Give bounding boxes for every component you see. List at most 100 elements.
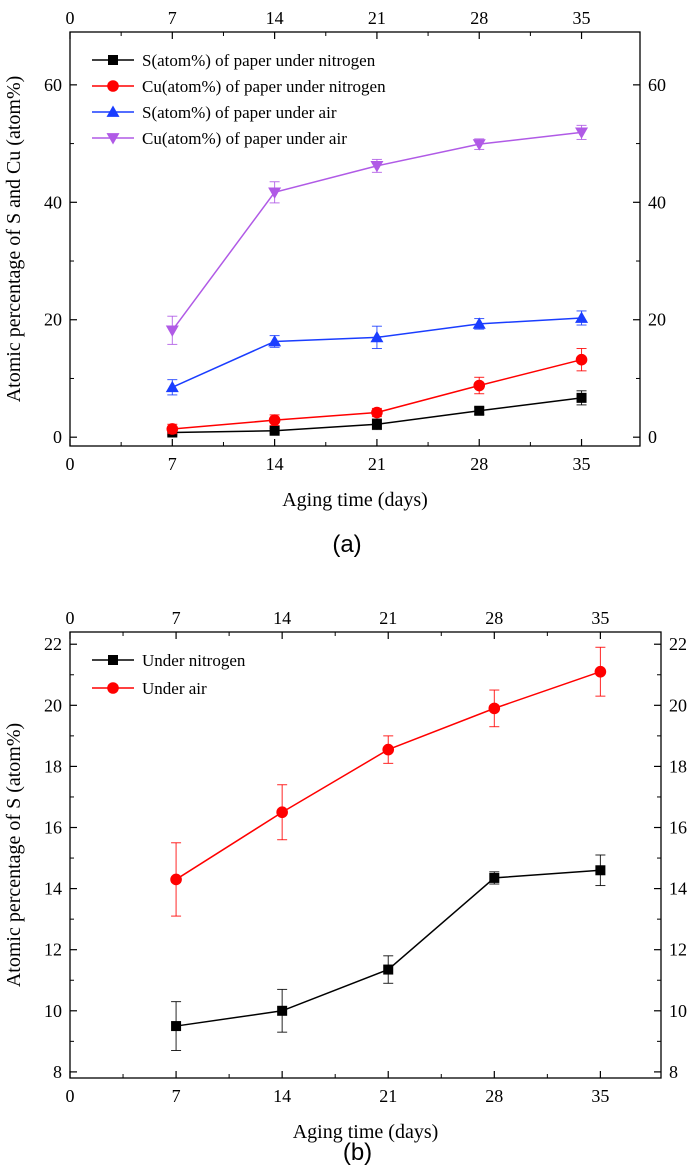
y-axis-label: Atomic percentage of S (atom%) bbox=[3, 723, 25, 987]
series-3 bbox=[165, 310, 589, 396]
y-tick-label: 10 bbox=[44, 1001, 62, 1021]
data-point bbox=[276, 806, 288, 819]
data-point bbox=[269, 425, 280, 436]
y-tick-label: 18 bbox=[44, 756, 62, 776]
x-tick-label: 0 bbox=[66, 1086, 75, 1106]
series-2 bbox=[170, 646, 607, 917]
series-4 bbox=[165, 124, 589, 345]
y-tick-label: 20 bbox=[44, 310, 62, 330]
legend-marker bbox=[106, 105, 120, 117]
x-tick-label: 28 bbox=[485, 1086, 503, 1106]
x-tick-label-top: 21 bbox=[379, 608, 397, 628]
x-tick-label-top: 28 bbox=[470, 8, 488, 28]
x-tick-label: 35 bbox=[573, 454, 591, 474]
data-point bbox=[268, 414, 281, 426]
x-tick-label-top: 7 bbox=[168, 8, 177, 28]
y-tick-label: 40 bbox=[44, 192, 62, 212]
x-tick-label-top: 14 bbox=[273, 608, 291, 628]
x-tick-label: 28 bbox=[470, 454, 488, 474]
plot-frame bbox=[69, 631, 662, 1079]
y-tick-label-right: 60 bbox=[648, 75, 666, 95]
data-point bbox=[595, 865, 606, 876]
x-tick-label: 14 bbox=[273, 1086, 291, 1106]
y-axis-label: Atomic percentage of S and Cu (atom%) bbox=[3, 76, 25, 403]
x-tick-label: 7 bbox=[172, 1086, 181, 1106]
x-tick-label: 21 bbox=[379, 1086, 397, 1106]
legend-label: Cu(atom%) of paper under air bbox=[142, 129, 347, 148]
y-tick-label: 20 bbox=[44, 695, 62, 715]
data-point bbox=[370, 330, 384, 343]
data-point bbox=[575, 127, 589, 139]
data-point bbox=[170, 873, 182, 886]
data-point bbox=[277, 1005, 288, 1016]
data-point bbox=[165, 325, 179, 337]
data-point bbox=[165, 380, 179, 393]
legend-marker bbox=[107, 80, 119, 92]
y-tick-label: 0 bbox=[53, 427, 62, 447]
y-tick-label: 12 bbox=[44, 940, 62, 960]
legend-label: Under air bbox=[142, 679, 207, 698]
data-point bbox=[576, 392, 587, 403]
figure-caption: (b) bbox=[343, 1139, 372, 1166]
x-axis-label: Aging time (days) bbox=[293, 1121, 439, 1143]
data-point bbox=[472, 317, 486, 329]
legend-label: S(atom%) of paper under nitrogen bbox=[142, 51, 376, 70]
y-tick-label-right: 12 bbox=[669, 940, 687, 960]
y-tick-label-right: 10 bbox=[669, 1001, 687, 1021]
y-tick-label-right: 8 bbox=[669, 1062, 678, 1082]
y-tick-label-right: 40 bbox=[648, 192, 666, 212]
x-tick-label-top: 21 bbox=[368, 8, 386, 28]
x-tick-label-top: 35 bbox=[573, 8, 591, 28]
x-tick-label-top: 14 bbox=[266, 8, 284, 28]
data-point bbox=[171, 1021, 182, 1032]
y-tick-label: 14 bbox=[44, 879, 62, 899]
series-line bbox=[175, 869, 601, 1027]
y-tick-label: 60 bbox=[44, 75, 62, 95]
figure-caption: (a) bbox=[332, 531, 361, 558]
data-point bbox=[383, 964, 394, 975]
legend-label: Under nitrogen bbox=[142, 651, 246, 670]
data-point bbox=[268, 187, 282, 199]
x-tick-label-top: 35 bbox=[591, 608, 609, 628]
chart-panel-b: 0 0 7 7 14 14 21 21 28 28 35 35 8 8 10 10 12 12 14 14 16 16 18… bbox=[3, 608, 687, 1166]
x-tick-label: 21 bbox=[368, 454, 386, 474]
legend-marker bbox=[108, 655, 118, 665]
data-point bbox=[474, 405, 485, 416]
data-point bbox=[371, 419, 382, 430]
x-tick-label-top: 0 bbox=[66, 608, 75, 628]
y-tick-label-right: 20 bbox=[669, 695, 687, 715]
legend-marker bbox=[106, 133, 120, 145]
x-tick-label-top: 0 bbox=[66, 8, 75, 28]
data-point bbox=[594, 665, 607, 678]
y-tick-label-right: 16 bbox=[669, 818, 687, 838]
y-tick-label-right: 0 bbox=[648, 427, 657, 447]
data-point bbox=[575, 311, 589, 323]
x-axis-label: Aging time (days) bbox=[282, 489, 428, 511]
data-point bbox=[473, 379, 486, 392]
y-tick-label-right: 20 bbox=[648, 310, 666, 330]
legend-label: S(atom%) of paper under air bbox=[142, 103, 337, 122]
legend-marker bbox=[107, 682, 119, 694]
x-tick-label-top: 7 bbox=[172, 608, 181, 628]
data-point bbox=[268, 334, 282, 347]
legend-marker bbox=[108, 55, 118, 65]
data-point bbox=[472, 139, 486, 151]
y-tick-label: 22 bbox=[44, 634, 62, 654]
x-tick-label-top: 28 bbox=[485, 608, 503, 628]
series-line bbox=[175, 671, 601, 881]
y-tick-label-right: 14 bbox=[669, 879, 687, 899]
x-tick-label: 0 bbox=[66, 454, 75, 474]
legend: Under nitrogen Under air bbox=[92, 651, 246, 698]
y-tick-label: 8 bbox=[53, 1062, 62, 1082]
data-point bbox=[166, 423, 179, 435]
series-1 bbox=[171, 854, 606, 1052]
data-point bbox=[575, 353, 588, 366]
x-tick-label: 7 bbox=[168, 454, 177, 474]
plot-frame bbox=[69, 31, 641, 447]
y-tick-label-right: 18 bbox=[669, 756, 687, 776]
data-point bbox=[370, 161, 384, 173]
series-2 bbox=[166, 348, 588, 435]
data-point bbox=[382, 743, 395, 756]
